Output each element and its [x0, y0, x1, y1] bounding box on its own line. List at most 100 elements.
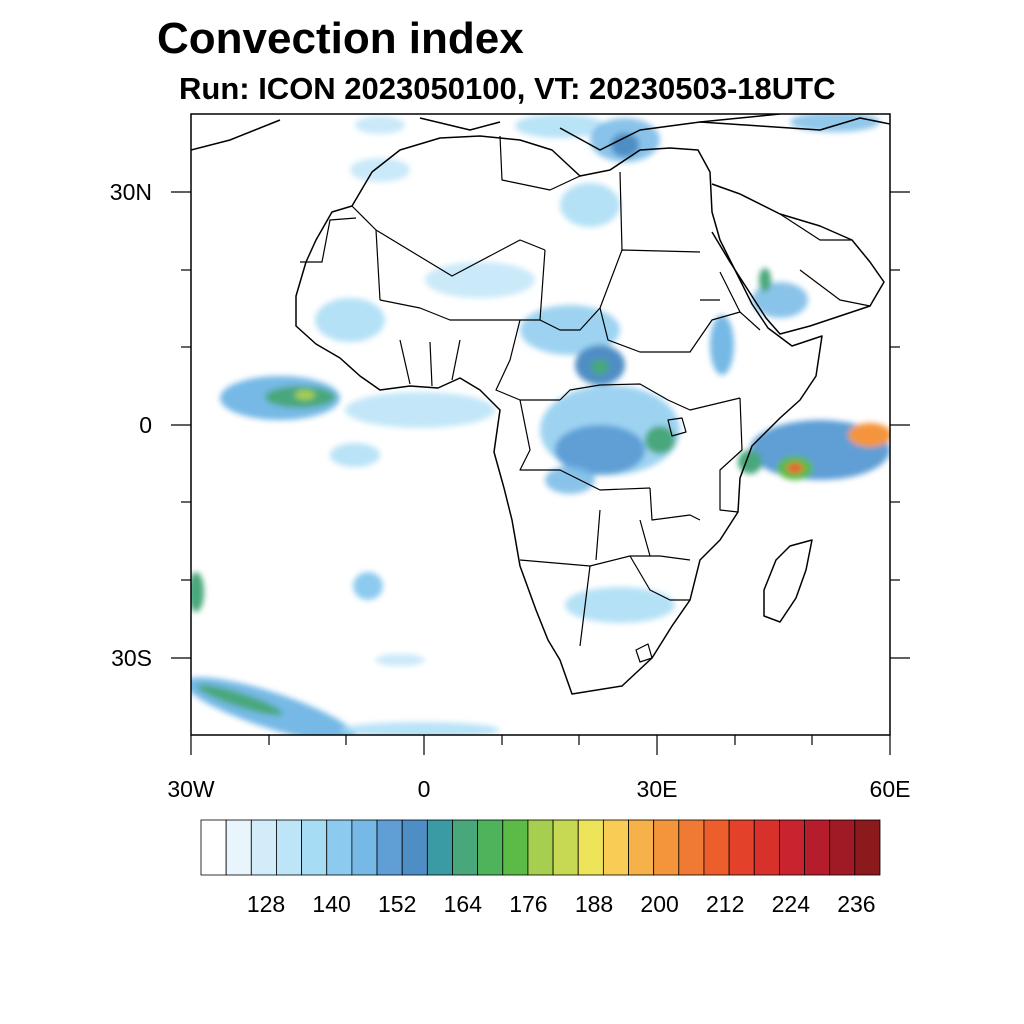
border	[379, 299, 540, 321]
convection-area-arabia	[759, 268, 771, 292]
colorbar-swatch	[628, 819, 655, 876]
border	[595, 509, 651, 561]
europe-coastline	[191, 117, 890, 151]
colorbar-swatch	[829, 819, 856, 876]
africa-coastline	[295, 135, 823, 695]
colorbar-labels: 128 140 152 164 176 188 200 212 224 236	[247, 891, 876, 917]
colorbar-swatch	[527, 819, 554, 876]
convection-area-lakes	[645, 426, 675, 454]
colorbar-swatch	[753, 819, 780, 876]
colorbar-swatch	[854, 819, 881, 876]
colorbar-swatch	[351, 819, 378, 876]
colorbar-swatch	[653, 819, 680, 876]
convection-field	[191, 114, 890, 735]
lon-label-60e: 60E	[870, 776, 911, 802]
lon-label-30w: 30W	[167, 776, 215, 802]
colorbar-label: 176	[509, 891, 547, 917]
madagascar-coastline	[763, 539, 813, 623]
convection-area-sw-band-core	[197, 684, 283, 716]
convection-area-med	[611, 133, 639, 157]
colorbar-swatch	[577, 819, 604, 876]
border	[499, 135, 581, 191]
convection-area-south-atlantic	[330, 443, 380, 467]
lake-victoria	[667, 417, 687, 437]
border	[495, 319, 560, 401]
border	[719, 397, 743, 513]
black-sea-coastline	[699, 114, 781, 123]
convection-area-nw	[355, 116, 405, 134]
convection-area-west-africa	[315, 298, 385, 342]
border	[519, 399, 651, 491]
colorbar-swatch	[200, 819, 227, 876]
border	[300, 217, 357, 263]
convection-area-med	[515, 114, 605, 138]
convection-area-algeria	[350, 158, 410, 182]
colorbar-label: 128	[247, 891, 285, 917]
colorbar-swatch	[276, 819, 302, 876]
colorbar-label: 236	[837, 891, 875, 917]
convection-area-atlantic-peak	[295, 390, 315, 400]
lesotho-border	[635, 643, 653, 663]
border	[375, 229, 546, 277]
colorbar-swatch	[225, 819, 252, 876]
colorbar-label: 212	[706, 891, 744, 917]
convection-area-sahel	[425, 262, 535, 298]
convection-area-car-core	[591, 359, 609, 375]
lon-label-30e: 30E	[637, 776, 678, 802]
colorbar-swatch	[602, 819, 629, 876]
colorbar-label: 152	[378, 891, 416, 917]
border	[649, 487, 701, 521]
chart-title: Convection index	[157, 14, 524, 63]
convection-area-indian-east	[848, 423, 890, 447]
axis-ticks	[171, 191, 910, 755]
colorbar-swatch	[804, 819, 831, 876]
colorbar-swatch	[426, 819, 453, 876]
colorbar-swatch	[401, 819, 428, 876]
colorbar-swatch	[502, 819, 529, 876]
convection-area-south-band	[375, 654, 425, 666]
colorbar-swatch	[250, 819, 277, 876]
border	[351, 205, 381, 301]
lat-label-30n: 30N	[110, 179, 152, 205]
convection-area-angola	[545, 466, 595, 494]
convection-area-guinea	[345, 392, 495, 428]
colorbar-label: 200	[640, 891, 678, 917]
border	[579, 555, 690, 647]
colorbar-swatch	[779, 819, 805, 876]
lon-label-0: 0	[418, 776, 431, 802]
border	[599, 307, 741, 353]
convection-area-congo-core	[555, 425, 645, 475]
border	[399, 339, 461, 387]
country-borders	[300, 135, 871, 663]
colorbar-label: 140	[312, 891, 350, 917]
convection-area-mid-atlantic	[353, 572, 383, 600]
colorbar-swatch	[728, 819, 755, 876]
convection-area-ethiopia	[710, 315, 734, 375]
border	[619, 171, 623, 251]
colorbar-swatch	[452, 819, 479, 876]
convection-area-sw-band-tail	[340, 722, 500, 735]
colorbar-swatch	[477, 819, 504, 876]
colorbar-swatch	[678, 819, 705, 876]
colorbar-swatch	[326, 819, 353, 876]
border	[559, 383, 741, 411]
colorbar	[200, 819, 881, 876]
border	[700, 271, 761, 331]
convection-area-libya	[560, 183, 620, 227]
convection-area-southern-africa	[565, 587, 675, 623]
colorbar-swatch	[703, 819, 730, 876]
border	[519, 555, 691, 567]
colorbar-swatch	[376, 819, 403, 876]
lat-label-0: 0	[139, 412, 152, 438]
colorbar-label: 188	[575, 891, 613, 917]
colorbar-swatch	[552, 819, 579, 876]
colorbar-label: 164	[444, 891, 483, 917]
lat-label-30s: 30S	[111, 645, 152, 671]
convection-area-kenya	[738, 450, 762, 474]
border	[779, 213, 871, 307]
convection-area-indian-peak	[787, 463, 803, 473]
colorbar-swatch	[301, 819, 328, 876]
chart-subtitle: Run: ICON 2023050100, VT: 20230503-18UTC	[179, 71, 836, 106]
convection-area-west-edge	[191, 572, 204, 612]
